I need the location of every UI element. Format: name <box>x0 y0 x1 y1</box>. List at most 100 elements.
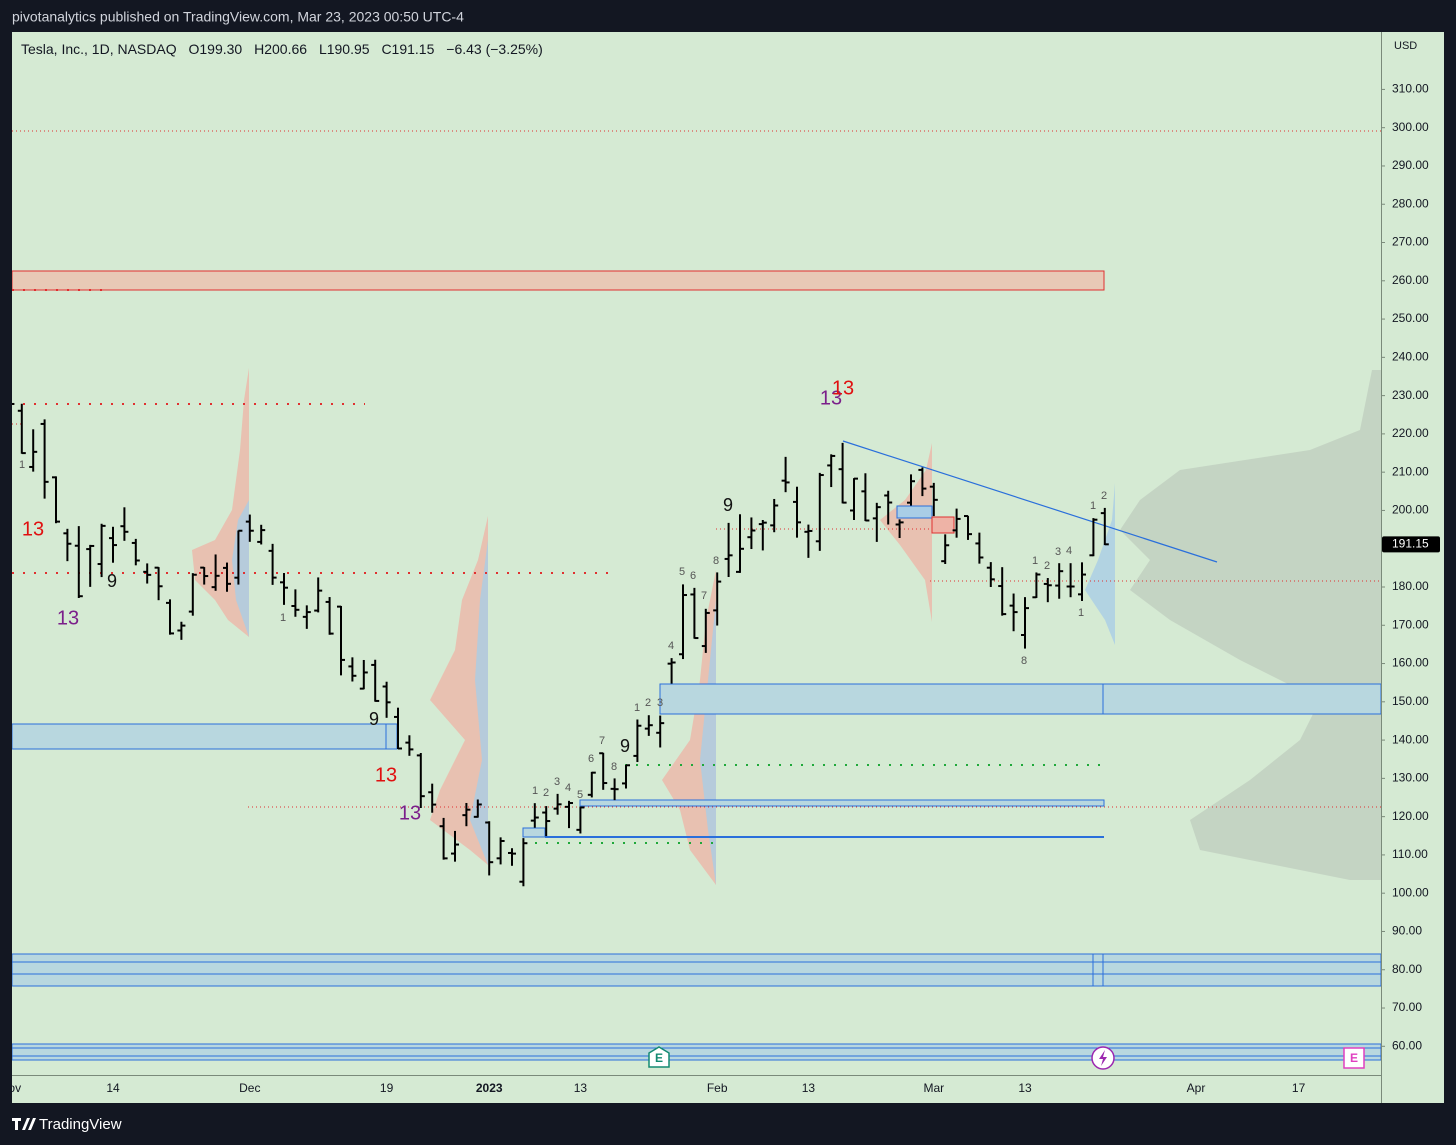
x-tick-label: 13 <box>1018 1081 1032 1095</box>
sequence-count: 13 <box>832 377 854 399</box>
sequence-count: 5 <box>679 566 685 578</box>
x-tick-label: 13 <box>574 1081 588 1095</box>
trend-line <box>842 440 1218 563</box>
x-tick-label: 13 <box>802 1081 816 1095</box>
x-tick-label: Apr <box>1187 1081 1206 1095</box>
publisher-line: pivotanalytics published on TradingView.… <box>12 9 464 25</box>
sequence-count: 3 <box>554 776 560 788</box>
y-tick-label: 100.00 <box>1392 885 1429 899</box>
sequence-count: 13 <box>57 607 79 629</box>
sequence-count: 7 <box>599 735 605 747</box>
sequence-count: 2 <box>645 697 651 709</box>
badge-label: E <box>655 1051 663 1065</box>
sequence-count: 1 <box>1032 555 1038 567</box>
volume-profile <box>1085 483 1115 645</box>
price-axis: 60.00 70.00 80.00 90.00 100.00 110.00 120.00 13… <box>1381 82 1440 1052</box>
x-tick-label: Nov <box>0 1081 21 1095</box>
demand-zone <box>12 1043 1381 1049</box>
price-bars <box>12 402 1109 887</box>
sequence-count: 2 <box>543 787 549 799</box>
demand-zone <box>522 827 546 838</box>
sequence-count: 7 <box>701 590 707 602</box>
y-tick-label: 270.00 <box>1392 235 1429 249</box>
sequence-count: 9 <box>620 736 630 756</box>
badge-icon <box>1099 1050 1107 1066</box>
sequence-count: 1 <box>1078 607 1084 619</box>
y-tick-label: 80.00 <box>1392 962 1422 976</box>
demand-zone <box>12 1047 1381 1057</box>
legend-change: −6.43 (−3.25%) <box>446 41 543 57</box>
sequence-count: 1 <box>1090 500 1096 512</box>
sequence-count: 13 <box>375 764 397 786</box>
sequence-count: 2 <box>1101 490 1107 502</box>
y-tick-label: 280.00 <box>1392 196 1429 210</box>
sequence-count: 8 <box>713 555 719 567</box>
x-tick-label: Feb <box>707 1081 728 1095</box>
sequence-count: 13 <box>399 802 421 824</box>
sequence-count: 4 <box>565 782 571 794</box>
sequence-count: 13 <box>22 518 44 540</box>
badge-shape <box>648 1046 670 1068</box>
legend-close: C191.15 <box>381 41 434 57</box>
y-tick-label: 230.00 <box>1392 388 1429 402</box>
zone <box>896 505 933 519</box>
y-tick-label: 300.00 <box>1392 120 1429 134</box>
demand-zone <box>659 683 1381 715</box>
symbol-legend: Tesla, Inc., 1D, NASDAQ O199.30 H200.66 … <box>21 41 543 57</box>
sequence-count: 3 <box>657 697 663 709</box>
y-tick-label: 180.00 <box>1392 579 1429 593</box>
volume-profile <box>700 600 716 885</box>
drawings <box>12 130 1381 1061</box>
volume-profile <box>430 516 488 865</box>
y-tick-label: 130.00 <box>1392 771 1429 785</box>
y-tick-label: 200.00 <box>1392 503 1429 517</box>
legend-high: H200.66 <box>254 41 307 57</box>
x-tick-label: 17 <box>1292 1081 1306 1095</box>
x-tick-label: 19 <box>380 1081 394 1095</box>
y-tick-label: 250.00 <box>1392 311 1429 325</box>
brand: TradingView <box>12 1116 122 1133</box>
legend-open: O199.30 <box>189 41 243 57</box>
sequence-count: 1 <box>280 612 286 624</box>
demand-zone <box>12 953 1381 963</box>
badge-label: E <box>1350 1051 1358 1065</box>
sequence-count: 9 <box>723 495 733 515</box>
x-tick-label: Mar <box>923 1081 944 1095</box>
y-tick-label: 110.00 <box>1392 847 1428 861</box>
demand-zone <box>12 723 398 750</box>
y-tick-label: 160.00 <box>1392 656 1429 670</box>
sequence-count: 6 <box>588 753 594 765</box>
x-tick-label: 2023 <box>476 1081 503 1095</box>
y-tick-label: 310.00 <box>1392 82 1429 96</box>
y-tick-label: 120.00 <box>1392 809 1429 823</box>
sequence-count: 6 <box>690 570 696 582</box>
legend-low: L190.95 <box>319 41 370 57</box>
y-tick-label: 90.00 <box>1392 924 1422 938</box>
sequence-count: 13 <box>820 387 842 409</box>
sequence-count: 8 <box>1021 655 1027 667</box>
dividend-badge[interactable] <box>1091 1046 1115 1070</box>
sequence-count: 9 <box>369 709 379 729</box>
sequence-count: 3 <box>1055 546 1061 558</box>
earnings-badge[interactable]: E <box>1343 1047 1365 1069</box>
earnings-badge[interactable]: E <box>648 1046 670 1068</box>
y-tick-label: 70.00 <box>1392 1000 1422 1014</box>
y-tick-label: 60.00 <box>1392 1038 1422 1052</box>
supply-zone <box>12 270 1105 291</box>
y-tick-label: 140.00 <box>1392 732 1429 746</box>
sequence-count: 5 <box>577 789 583 801</box>
sequence-count: 4 <box>1066 545 1072 557</box>
zone <box>931 516 955 534</box>
y-tick-label: 240.00 <box>1392 350 1429 364</box>
currency-label: USD <box>1394 40 1417 52</box>
sequence-count: 1 <box>532 785 538 797</box>
sequence-count: 1 <box>634 702 640 714</box>
demand-zone <box>12 1055 1381 1061</box>
sequence-count: 4 <box>668 640 674 652</box>
volume-profile <box>232 500 249 637</box>
last-price-label: 191.15 <box>1392 536 1429 550</box>
volume-profile <box>1120 370 1381 880</box>
